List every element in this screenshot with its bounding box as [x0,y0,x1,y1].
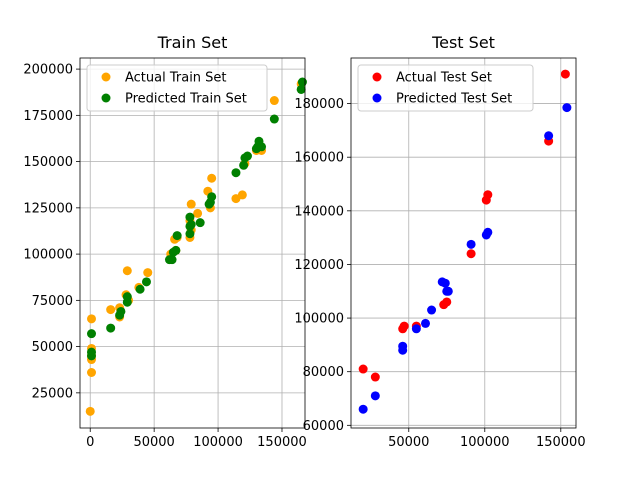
data-point [296,84,306,94]
data-point [185,212,195,222]
plot-area [80,58,305,428]
data-point [195,218,205,228]
plot-area [351,58,576,428]
data-point [544,131,554,141]
x-tick-label: 0 [86,435,94,450]
data-point [116,306,126,316]
y-tick-label: 120000 [294,258,344,273]
data-point [483,227,493,237]
data-point [231,168,241,178]
legend: Actual Train Set Predicted Train Set [86,64,268,112]
legend-marker [101,72,111,82]
y-tick-label: 25000 [32,386,73,401]
y-tick-label: 200000 [23,63,73,78]
data-point [207,192,217,202]
series-1 [358,103,572,414]
data-point [106,305,116,315]
legend-label: Actual Train Set [125,71,227,86]
axes-frame [350,57,577,429]
y-tick-label: 100000 [23,248,73,263]
legend-label: Predicted Test Set [396,92,512,107]
data-point [399,321,409,331]
data-point [242,151,252,161]
data-point [85,406,95,416]
legend-label: Actual Test Set [396,71,492,86]
data-point [239,160,249,170]
x-tick-label: 150000 [257,435,307,450]
legend-marker [101,93,111,103]
data-point [358,364,368,374]
data-point [466,249,476,259]
legend-label: Predicted Train Set [125,92,247,107]
data-point [186,199,196,209]
y-tick-label: 75000 [32,294,73,309]
y-tick-label: 175000 [23,109,73,124]
data-point [442,297,452,307]
legend-marker [372,93,382,103]
data-point [193,208,203,218]
data-point [358,404,368,414]
y-tick-label: 80000 [303,365,344,380]
data-point [466,239,476,249]
legend-box [86,64,268,112]
data-point [237,190,247,200]
data-point [398,341,408,351]
y-tick-label: 100000 [294,312,344,327]
data-point [370,372,380,382]
data-point [167,255,177,265]
y-tick-label: 150000 [23,155,73,170]
chart-0: 0 50000 100000 150000 25000 50000 75000 100000 1… [23,33,307,450]
data-point [269,114,279,124]
data-point [185,229,195,239]
data-point [122,292,132,302]
data-point [269,96,279,106]
data-point [87,368,97,377]
data-point [207,173,217,183]
x-tick-label: 100000 [460,435,510,450]
axes-frame [79,57,306,429]
data-point [297,77,307,87]
data-point [420,318,430,328]
chart-1: 50000 100000 150000 60000 80000 100000 120000 1… [294,33,585,450]
x-tick-label: 100000 [193,435,243,450]
chart-title: Test Set [431,33,495,52]
x-tick-label: 50000 [388,435,429,450]
data-point [427,305,437,315]
series-1 [87,77,307,361]
legend-box [357,64,534,112]
y-tick-label: 180000 [294,97,344,112]
data-point [370,391,380,401]
data-point [562,103,572,113]
data-point [171,245,181,255]
data-point [440,278,450,288]
data-point [141,277,151,287]
data-point [87,347,97,357]
data-point [411,324,421,334]
data-point [87,329,97,339]
data-point [257,142,267,152]
data-point [87,314,97,324]
data-point [172,231,182,241]
data-point [443,286,453,296]
legend-marker [372,72,382,82]
data-point [186,220,196,229]
x-tick-label: 150000 [536,435,586,450]
x-tick-label: 50000 [133,435,174,450]
data-point [106,323,116,333]
y-tick-label: 50000 [32,340,73,355]
data-point [483,190,493,200]
y-tick-label: 160000 [294,151,344,166]
data-point [143,268,153,278]
chart-title: Train Set [157,33,228,52]
data-point [122,266,132,276]
data-point [560,69,570,79]
y-tick-label: 60000 [303,419,344,434]
legend: Actual Test Set Predicted Test Set [357,64,534,112]
data-point [135,284,145,294]
y-tick-label: 125000 [23,201,73,216]
y-tick-label: 140000 [294,204,344,219]
